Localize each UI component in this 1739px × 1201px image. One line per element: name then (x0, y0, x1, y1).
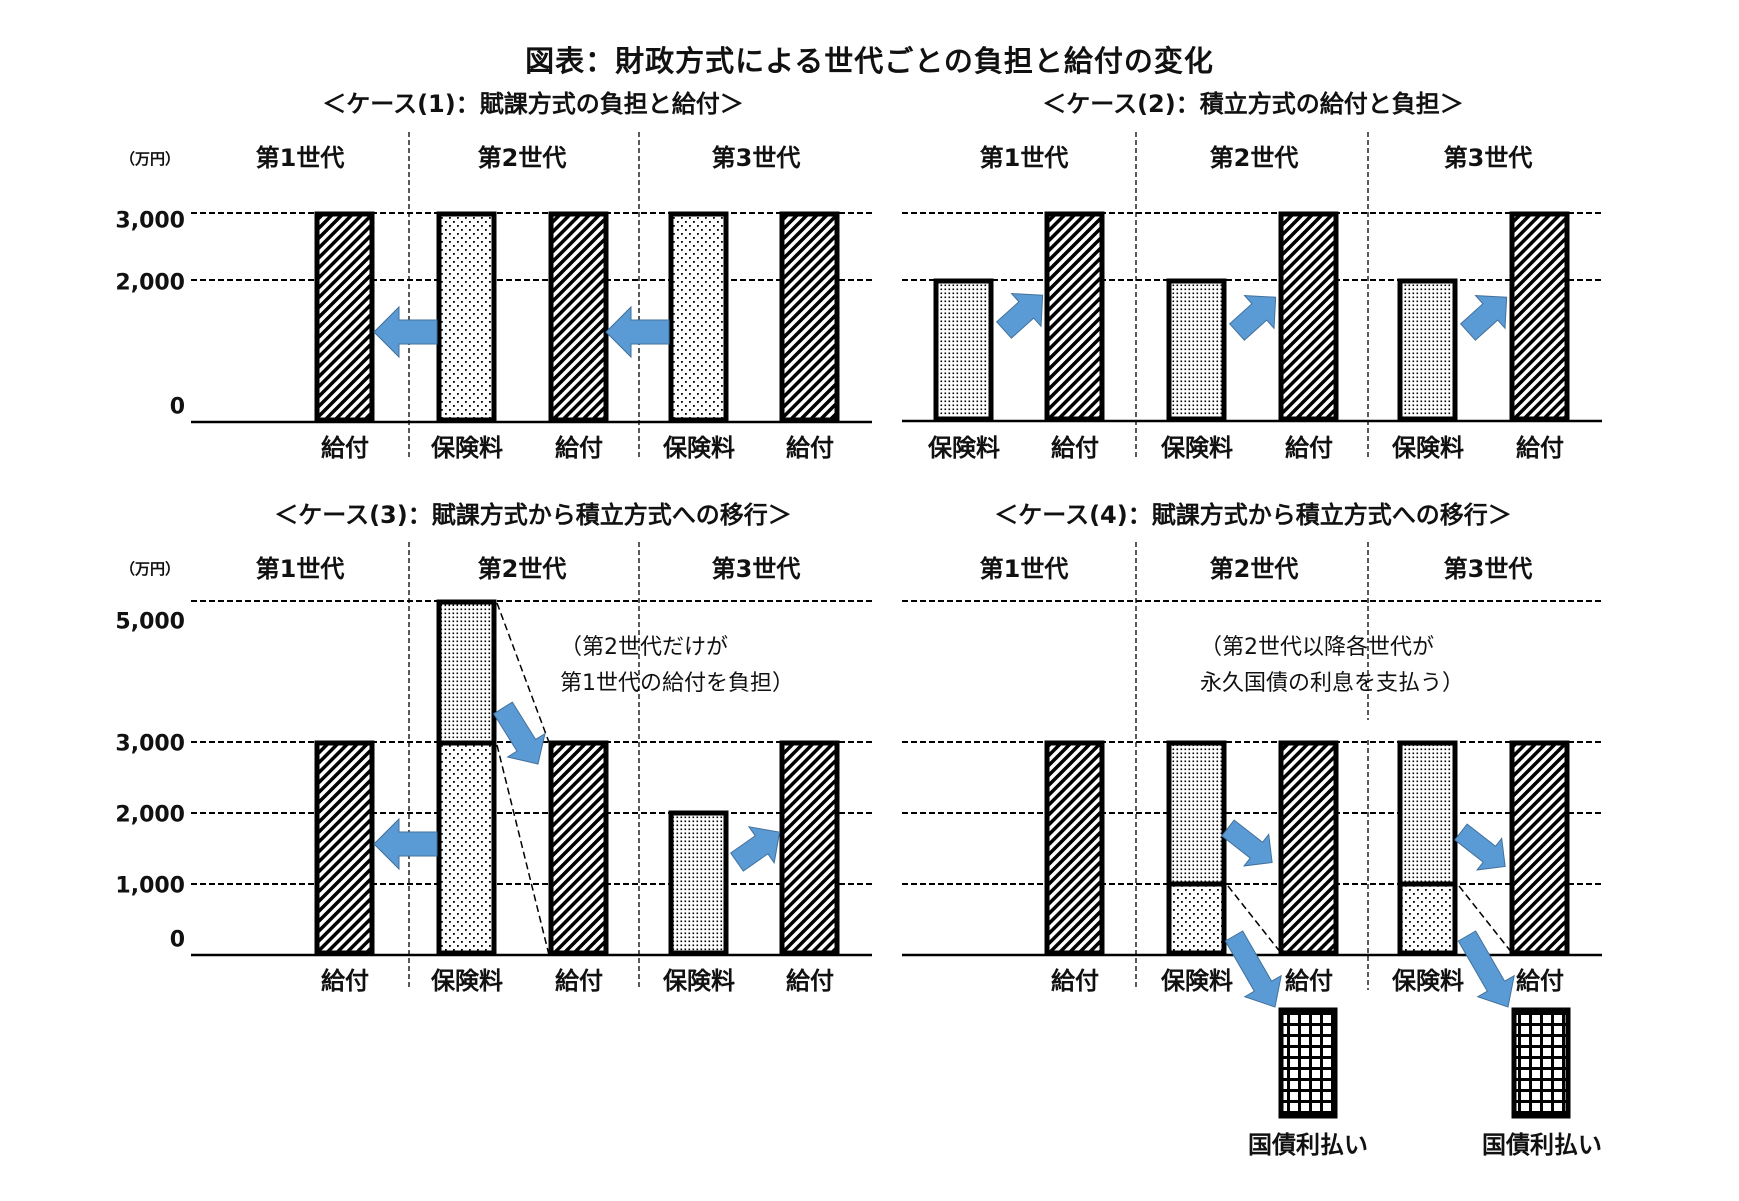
case3-arrow-downright-icon (492, 701, 546, 765)
case1-cat-3: 給付 (555, 434, 603, 462)
case3-title: ＜ケース(3)：賦課方式から積立方式への移行＞ (274, 501, 792, 529)
case4-arrow-down-2-icon (1457, 930, 1515, 1008)
case1-plot (191, 132, 872, 460)
case4-bar-bond-interest-2 (1511, 1007, 1571, 1119)
case3-cat-5: 給付 (786, 967, 834, 995)
case1-cat-1: 給付 (321, 434, 369, 462)
case1-cat-4: 保険料 (663, 434, 735, 462)
case4-bar-gen3-premium-funded (1397, 740, 1458, 887)
case4-note: （第2世代以降各世代が 永久国債の利息を支払う） (1200, 635, 1465, 696)
case4-bar-bond-interest-1 (1278, 1007, 1338, 1119)
case1-bar-gen1-benefit (314, 211, 375, 423)
case4-plot (902, 542, 1602, 1119)
case4-cat-5: 給付 (1516, 967, 1564, 995)
case3-unit-label: （万円） (120, 560, 181, 578)
case1-bar-gen3-benefit (779, 211, 840, 423)
case4-guide-2 (1458, 885, 1513, 954)
case4-gen2-label: 第2世代 (1209, 555, 1299, 583)
case4-cat-3: 給付 (1285, 967, 1333, 995)
case3-tick-2000: 2,000 (115, 802, 185, 828)
case2-bar-gen3-premium (1397, 278, 1458, 422)
case3-arrow-upright-icon (729, 826, 781, 872)
case3-plot (191, 542, 872, 990)
case2-gen2-label: 第2世代 (1209, 144, 1299, 172)
case4-arrow-downright-1-icon (1221, 819, 1273, 867)
case3-guide-upper (496, 602, 551, 746)
case1-arrow-left-1-icon (373, 305, 438, 359)
case3-guide-lower (496, 744, 550, 956)
case4-title: ＜ケース(4)：賦課方式から積立方式への移行＞ (994, 501, 1512, 529)
case1-bar-gen3-premium (668, 211, 729, 423)
case2-arrow-upright-3-icon (1459, 295, 1508, 341)
case3-cat-4: 保険料 (663, 967, 735, 995)
case2-bar-gen3-benefit (1509, 211, 1570, 422)
case4-bar-gen3-premium-interest (1397, 881, 1458, 956)
case2-cat-3: 保険料 (1161, 434, 1233, 462)
case4-bar-gen2-premium-interest (1166, 881, 1227, 956)
case3-bar-gen3-premium (668, 810, 729, 956)
case2-gen3-label: 第3世代 (1443, 144, 1533, 172)
case2-title: ＜ケース(2)：積立方式の給付と負担＞ (1042, 90, 1464, 118)
case4-cat-2: 保険料 (1161, 967, 1233, 995)
case4-arrow-downright-2-icon (1454, 823, 1506, 871)
case3-tick-3000: 3,000 (115, 731, 185, 757)
case2-arrow-upright-2-icon (1228, 295, 1277, 341)
case4-bar-gen3-benefit (1509, 740, 1570, 956)
case2-bar-gen2-premium (1166, 278, 1227, 422)
case3-bar-gen1-benefit (314, 740, 375, 956)
case1-gen2-label: 第2世代 (477, 144, 567, 172)
case3-tick-1000: 1,000 (115, 873, 185, 899)
case1-tick-3000: 3,000 (115, 208, 185, 234)
case4-bar-gen1-benefit (1044, 740, 1105, 956)
case3-bar-gen3-benefit (779, 740, 840, 956)
case1-tick-0: 0 (169, 394, 185, 420)
case3-bar-gen2-premium-paygo (436, 599, 497, 746)
case2-bar-gen1-benefit (1044, 211, 1105, 422)
case3-note: （第2世代だけが 第1世代の給付を負担） (560, 635, 794, 696)
case3-arrow-left-icon (373, 817, 438, 871)
case2-plot (902, 132, 1602, 460)
case2-cat-1: 保険料 (928, 434, 1000, 462)
case1-bar-gen2-benefit (548, 211, 609, 423)
case3-cat-1: 給付 (321, 967, 369, 995)
case4-cat-4: 保険料 (1392, 967, 1464, 995)
case1-gen3-label: 第3世代 (711, 144, 801, 172)
case2-cat-5: 保険料 (1392, 434, 1464, 462)
case2-gen1-label: 第1世代 (979, 144, 1069, 172)
case3-tick-0: 0 (169, 927, 185, 953)
case4-bond-label-1: 国債利払い (1248, 1131, 1368, 1159)
case2-bar-gen2-benefit (1278, 211, 1339, 422)
case4-bar-gen2-benefit (1278, 740, 1339, 956)
case3-bar-gen2-premium-funded (436, 740, 497, 956)
case1-cat-5: 給付 (786, 434, 834, 462)
case4-gen3-label: 第3世代 (1443, 555, 1533, 583)
case3-gen3-label: 第3世代 (711, 555, 801, 583)
case3-cat-2: 保険料 (431, 967, 503, 995)
case3-tick-5000: 5,000 (115, 609, 185, 635)
case4-arrow-down-1-icon (1224, 930, 1282, 1008)
case1-bar-gen2-premium (436, 211, 497, 423)
case2-arrow-upright-1-icon (995, 293, 1044, 339)
case3-gen2-label: 第2世代 (477, 555, 567, 583)
case4-guide-1 (1227, 885, 1282, 954)
case4-bond-label-2: 国債利払い (1482, 1131, 1602, 1159)
case1-arrow-left-2-icon (605, 305, 670, 359)
case1-cat-2: 保険料 (431, 434, 503, 462)
case1-tick-2000: 2,000 (115, 270, 185, 296)
case1-title: ＜ケース(1)：賦課方式の負担と給付＞ (322, 90, 744, 118)
case4-cat-1: 給付 (1051, 967, 1099, 995)
case1-unit-label: （万円） (120, 150, 181, 168)
case3-bar-gen2-benefit (548, 740, 609, 956)
case2-cat-4: 給付 (1285, 434, 1333, 462)
case4-gen1-label: 第1世代 (979, 555, 1069, 583)
case3-gen1-label: 第1世代 (255, 555, 345, 583)
case3-cat-3: 給付 (555, 967, 603, 995)
case2-bar-gen1-premium (933, 278, 994, 422)
case1-gen1-label: 第1世代 (255, 144, 345, 172)
case2-cat-2: 給付 (1051, 434, 1099, 462)
case2-cat-6: 給付 (1516, 434, 1564, 462)
figure-title: 図表：財政方式による世代ごとの負担と給付の変化 (525, 44, 1214, 78)
case4-bar-gen2-premium-funded (1166, 740, 1227, 887)
